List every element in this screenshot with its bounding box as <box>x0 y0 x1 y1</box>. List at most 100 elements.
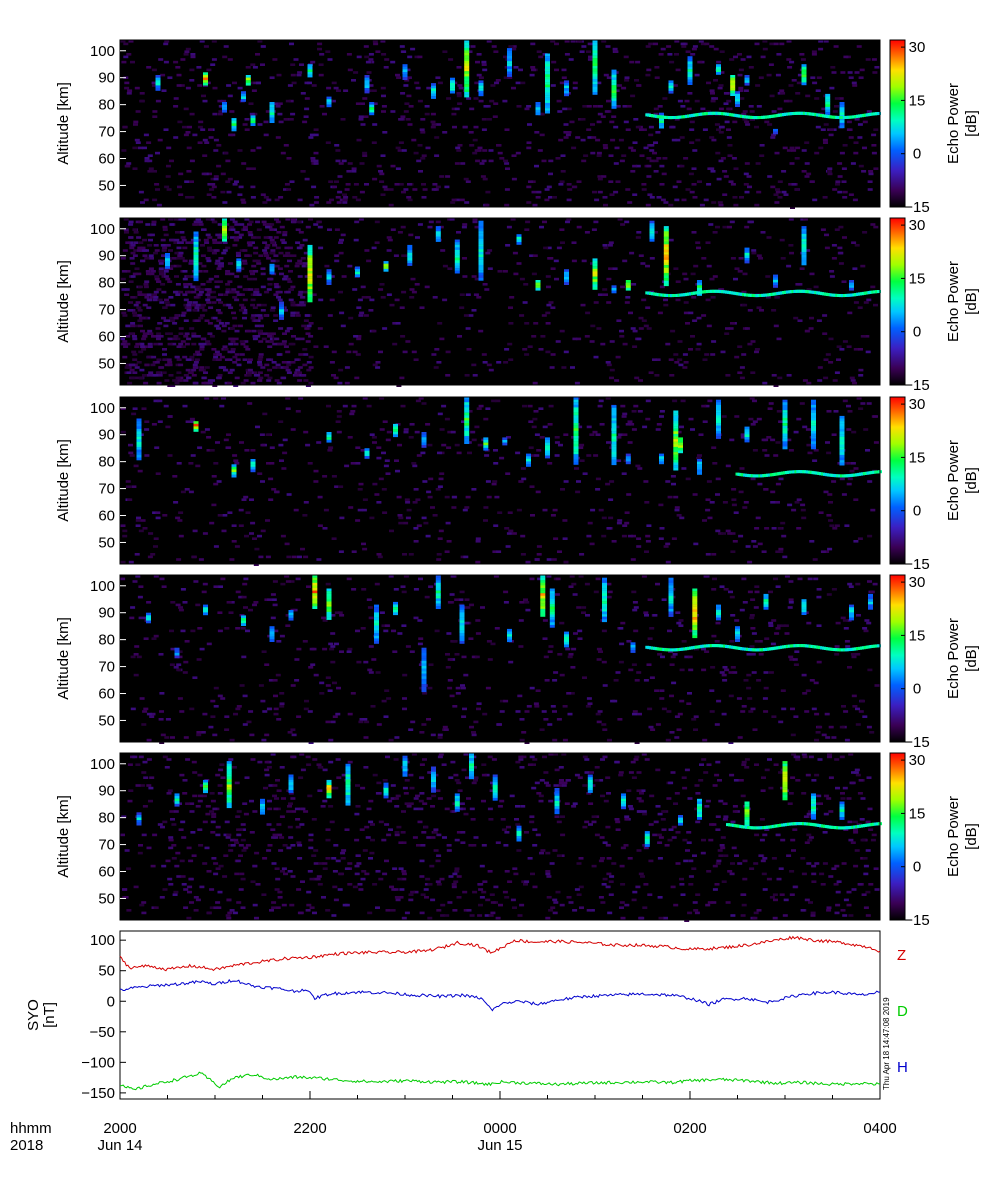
noise-pixel <box>124 81 130 85</box>
noise-pixel <box>822 196 828 199</box>
echo-pixel <box>241 93 246 97</box>
echo-pixel <box>782 417 788 421</box>
echo-pixel <box>193 254 199 258</box>
noise-pixel <box>849 376 855 380</box>
echo-pixel <box>364 80 370 83</box>
noise-pixel <box>157 342 163 346</box>
noise-pixel <box>530 42 536 46</box>
noise-pixel <box>339 238 344 242</box>
noise-pixel <box>688 417 694 421</box>
noise-pixel <box>471 363 477 367</box>
noise-pixel <box>246 167 252 170</box>
echo-column <box>369 102 375 116</box>
noise-pixel <box>813 285 819 289</box>
echo-pixel <box>663 254 669 258</box>
echo-column <box>716 64 721 75</box>
noise-pixel <box>205 257 211 260</box>
noise-pixel <box>492 480 498 483</box>
noise-pixel <box>195 335 201 338</box>
noise-pixel <box>872 582 878 586</box>
noise-pixel <box>802 425 808 429</box>
noise-pixel <box>796 81 802 85</box>
echo-pixel <box>236 261 242 264</box>
noise-pixel <box>149 715 155 718</box>
echo-pixel <box>464 71 470 74</box>
noise-pixel <box>552 196 557 199</box>
noise-pixel <box>228 133 234 137</box>
noise-pixel <box>675 138 681 142</box>
echo-pixel <box>326 279 332 283</box>
noise-pixel <box>606 363 612 367</box>
noise-pixel <box>290 63 296 66</box>
noise-pixel <box>204 141 210 144</box>
noise-pixel <box>181 311 187 315</box>
noise-pixel <box>504 203 510 207</box>
noise-pixel <box>151 355 157 359</box>
echo-column <box>383 261 389 272</box>
noise-pixel <box>593 220 599 224</box>
noise-pixel <box>673 267 679 270</box>
noise-pixel <box>347 712 353 716</box>
noise-pixel <box>402 553 407 556</box>
noise-pixel <box>682 366 688 369</box>
noise-pixel <box>621 154 627 157</box>
noise-pixel <box>218 293 223 296</box>
noise-pixel <box>491 482 497 486</box>
echo-pixel <box>222 218 227 221</box>
noise-pixel <box>212 220 218 224</box>
noise-pixel <box>298 290 304 294</box>
noise-pixel <box>616 436 622 439</box>
noise-pixel <box>288 99 294 103</box>
noise-pixel <box>130 324 136 328</box>
echo-pixel <box>611 285 617 289</box>
noise-pixel <box>195 303 201 307</box>
noise-pixel <box>874 66 880 69</box>
noise-pixel <box>133 123 138 126</box>
noise-pixel <box>231 524 237 527</box>
echo-pixel <box>730 90 736 94</box>
noise-pixel <box>691 296 697 299</box>
noise-pixel <box>300 170 306 173</box>
noise-pixel <box>458 598 464 601</box>
noise-pixel <box>213 149 219 152</box>
noise-pixel <box>771 527 777 530</box>
noise-pixel <box>212 384 218 387</box>
noise-pixel <box>127 309 133 312</box>
noise-pixel <box>565 647 571 651</box>
noise-pixel <box>563 480 569 483</box>
noise-pixel <box>284 264 290 268</box>
noise-pixel <box>358 118 364 121</box>
echo-column <box>155 75 161 91</box>
noise-pixel <box>449 218 455 221</box>
echo-pixel <box>744 75 750 78</box>
echo-pixel <box>193 262 199 266</box>
noise-pixel <box>362 151 368 155</box>
noise-pixel <box>140 246 146 250</box>
echo-pixel <box>611 454 617 458</box>
noise-pixel <box>421 154 427 157</box>
noise-pixel <box>597 710 603 713</box>
noise-pixel <box>303 430 309 434</box>
noise-pixel <box>741 353 747 356</box>
echo-pixel <box>355 266 360 270</box>
noise-pixel <box>649 144 655 147</box>
noise-pixel <box>691 231 697 234</box>
noise-pixel <box>153 575 159 578</box>
noise-pixel <box>481 353 487 356</box>
noise-pixel <box>396 384 402 387</box>
noise-pixel <box>829 128 834 131</box>
noise-pixel <box>347 68 353 72</box>
echo-pixel <box>839 120 845 123</box>
noise-pixel <box>871 58 877 61</box>
noise-pixel <box>154 361 160 364</box>
noise-pixel <box>179 84 185 87</box>
echo-pixel <box>545 56 550 59</box>
noise-pixel <box>737 270 743 273</box>
noise-pixel <box>252 277 258 281</box>
noise-pixel <box>669 731 675 734</box>
echo-pixel <box>697 461 702 465</box>
echo-pixel <box>478 85 484 89</box>
noise-pixel <box>438 225 444 229</box>
echo-pixel <box>545 53 550 57</box>
noise-pixel <box>560 170 566 173</box>
